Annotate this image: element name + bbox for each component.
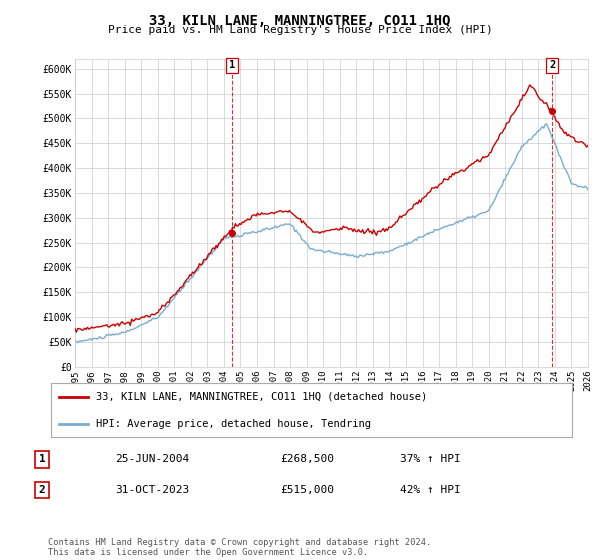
Text: £268,500: £268,500 <box>280 454 334 464</box>
Text: 2: 2 <box>38 485 46 495</box>
Text: Price paid vs. HM Land Registry's House Price Index (HPI): Price paid vs. HM Land Registry's House … <box>107 25 493 35</box>
Text: 31-OCT-2023: 31-OCT-2023 <box>115 485 189 495</box>
FancyBboxPatch shape <box>50 383 572 437</box>
Text: 1: 1 <box>229 60 235 71</box>
Text: 33, KILN LANE, MANNINGTREE, CO11 1HQ: 33, KILN LANE, MANNINGTREE, CO11 1HQ <box>149 14 451 28</box>
Text: 25-JUN-2004: 25-JUN-2004 <box>115 454 189 464</box>
Text: £515,000: £515,000 <box>280 485 334 495</box>
Text: 2: 2 <box>549 60 555 71</box>
Text: 33, KILN LANE, MANNINGTREE, CO11 1HQ (detached house): 33, KILN LANE, MANNINGTREE, CO11 1HQ (de… <box>95 391 427 402</box>
Text: 1: 1 <box>38 454 46 464</box>
Text: 37% ↑ HPI: 37% ↑ HPI <box>400 454 461 464</box>
Text: 42% ↑ HPI: 42% ↑ HPI <box>400 485 461 495</box>
Text: Contains HM Land Registry data © Crown copyright and database right 2024.
This d: Contains HM Land Registry data © Crown c… <box>48 538 431 557</box>
Text: HPI: Average price, detached house, Tendring: HPI: Average price, detached house, Tend… <box>95 419 371 429</box>
